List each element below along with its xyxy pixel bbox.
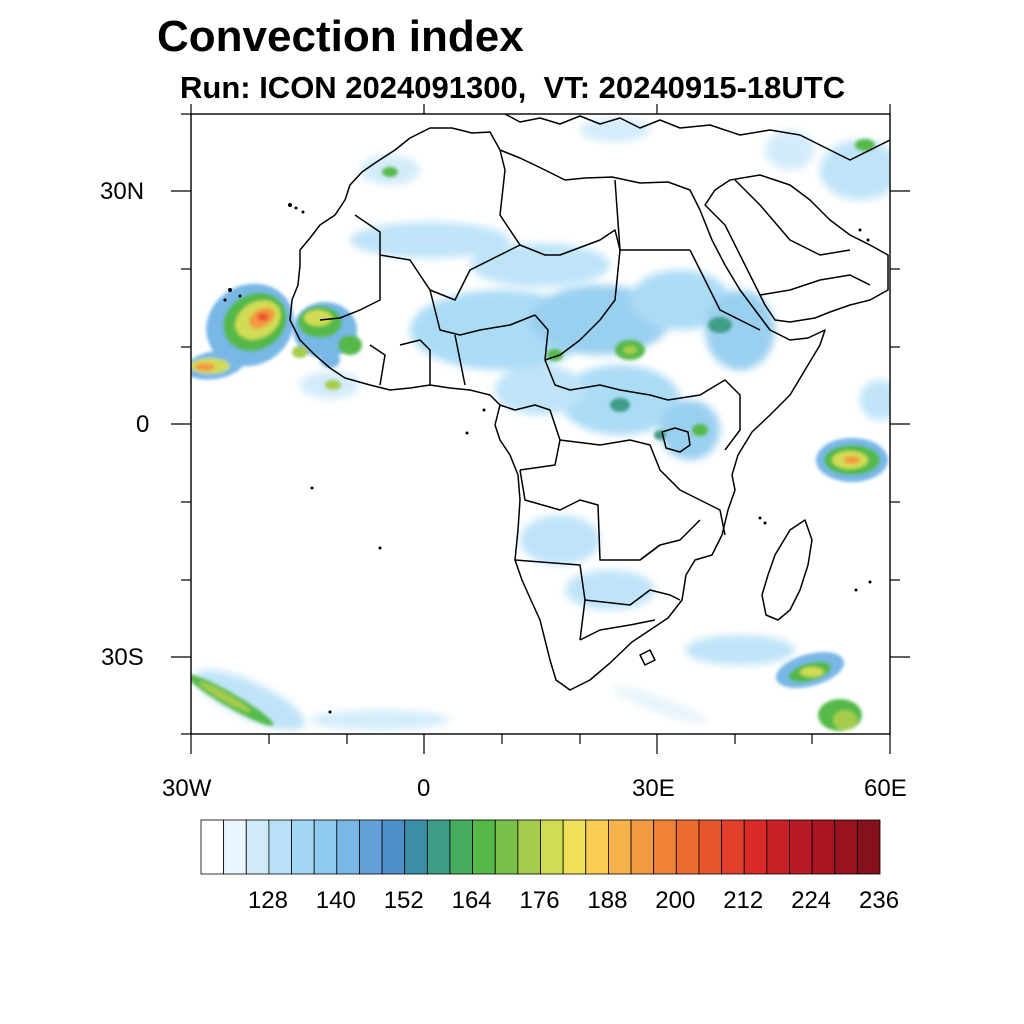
colorbar-swatch — [245, 819, 270, 875]
lon-label-0: 0 — [417, 775, 431, 802]
colorbar-swatch — [494, 819, 519, 875]
country-border — [689, 249, 761, 331]
lat-label-30n: 30N — [100, 178, 145, 205]
country-border — [534, 314, 669, 401]
colorbar-swatch — [540, 819, 564, 875]
plot-area — [191, 114, 890, 734]
country-border — [584, 589, 681, 606]
country-border — [759, 274, 871, 296]
colorbar-swatch — [743, 819, 768, 875]
axis-ticks — [171, 104, 910, 754]
colorbar-tick-label: 224 — [791, 887, 832, 914]
colorbar-swatch — [562, 819, 587, 875]
colorbar-swatch — [313, 819, 338, 875]
colorbar-tick-label: 140 — [315, 887, 356, 914]
plot-background — [191, 114, 890, 734]
colorbar-swatch — [426, 819, 451, 875]
coastlines-borders — [289, 114, 890, 691]
colorbar-swatch — [585, 819, 609, 875]
colorbar-swatch — [608, 819, 632, 875]
country-border — [369, 344, 386, 386]
country-border — [667, 379, 741, 451]
colorbar-swatch — [517, 819, 541, 875]
colorbar-swatch — [766, 819, 790, 875]
country-border — [559, 439, 701, 501]
country-border — [454, 334, 466, 386]
colorbar-swatch — [675, 819, 700, 875]
colorbar — [200, 819, 881, 875]
country-border — [579, 619, 656, 641]
country-border — [639, 649, 656, 666]
arabia-coastline — [704, 174, 889, 323]
madagascar-coastline — [761, 519, 813, 621]
colorbar-swatch — [268, 819, 292, 875]
colorbar-swatch — [223, 819, 247, 875]
colorbar-swatch — [856, 819, 881, 875]
convection-field — [191, 118, 890, 731]
colorbar-swatch — [336, 819, 360, 875]
colorbar-swatch — [653, 819, 677, 875]
colorbar-swatch — [630, 819, 655, 875]
colorbar-swatch — [404, 819, 428, 875]
colorbar-swatch — [721, 819, 745, 875]
country-border — [639, 519, 701, 561]
lon-label-30e: 30E — [632, 775, 675, 802]
lake-victoria — [661, 427, 691, 453]
country-border — [399, 339, 431, 385]
colorbar-tick-label: 200 — [655, 887, 696, 914]
colorbar-swatch — [811, 819, 836, 875]
colorbar-swatch — [789, 819, 813, 875]
colorbar-tick-label: 188 — [587, 887, 628, 914]
colorbar-swatch — [834, 819, 858, 875]
country-border — [499, 404, 561, 471]
country-border — [699, 499, 726, 536]
lat-label-30s: 30S — [101, 644, 144, 671]
africa-coastline — [289, 127, 826, 691]
europe-coastline — [504, 114, 890, 161]
chart-subtitle: Run: ICON 2024091300, VT: 20240915-18UTC — [180, 70, 846, 105]
country-border — [734, 179, 851, 256]
colorbar-tick-label: 236 — [859, 887, 900, 914]
colorbar-swatch — [200, 819, 225, 875]
colorbar-tick-label: 164 — [451, 887, 492, 914]
colorbar-swatch — [381, 819, 406, 875]
country-border — [514, 559, 586, 641]
lon-label-60e: 60E — [864, 775, 907, 802]
colorbar-tick-label: 176 — [519, 887, 560, 914]
country-border — [544, 179, 621, 361]
country-border — [319, 255, 381, 321]
colorbar-tick-label: 128 — [247, 887, 288, 914]
country-border — [519, 469, 661, 561]
country-border — [354, 214, 690, 301]
colorbar-swatch — [291, 819, 315, 875]
country-border — [429, 289, 536, 336]
colorbar-swatch — [698, 819, 722, 875]
colorbar-swatch — [359, 819, 383, 875]
colorbar-tick-label: 152 — [383, 887, 424, 914]
colorbar-swatch — [449, 819, 474, 875]
lat-label-0: 0 — [136, 411, 150, 438]
chart-title: Convection index — [157, 12, 524, 61]
colorbar-tick-label: 212 — [723, 887, 764, 914]
colorbar-swatch — [472, 819, 496, 875]
islands — [223, 203, 872, 714]
lon-label-30w: 30W — [162, 775, 212, 802]
country-border — [499, 149, 521, 246]
